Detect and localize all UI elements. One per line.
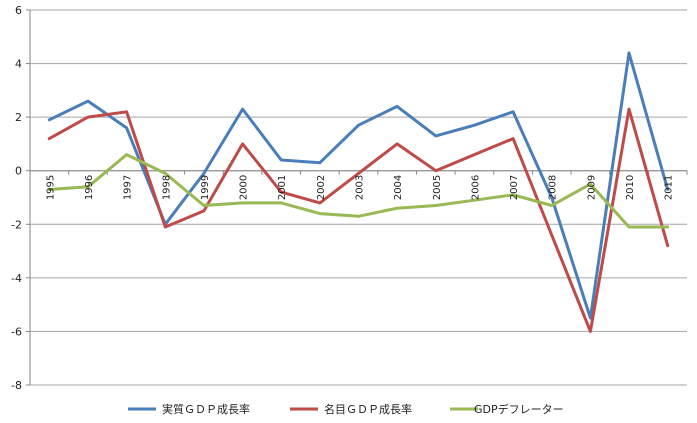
data-point [125,126,128,129]
data-point [473,153,476,156]
x-tick-label: 2008 [548,175,559,200]
x-tick-label: 2009 [586,175,597,200]
data-point [318,212,321,215]
y-tick-label: -8 [11,379,22,392]
y-tick-label: 2 [15,111,22,124]
x-tick-label: 2011 [664,175,675,200]
data-point [628,108,631,111]
data-point [512,137,515,140]
data-point [280,159,283,162]
legend-item: 名目ＧＤＰ成長率 [290,402,412,416]
axes [26,9,688,386]
x-tick-label: 2000 [239,175,250,200]
data-point [202,209,205,212]
data-point [86,100,89,103]
y-tick-label: -6 [11,325,22,338]
legend-label: 名目ＧＤＰ成長率 [324,402,412,416]
data-point [241,142,244,145]
data-point [318,161,321,164]
data-point [241,108,244,111]
data-point [434,169,437,172]
data-point [666,244,669,247]
x-tick-label: 2002 [316,175,327,200]
data-point [164,172,167,175]
data-point [318,201,321,204]
series-line-2 [47,107,670,333]
data-point [550,234,553,237]
data-point [357,215,360,218]
x-tick-label: 1997 [123,175,134,200]
data-point [86,116,89,119]
data-point [550,204,553,207]
x-tick-label: 1999 [200,175,211,200]
data-point [434,204,437,207]
data-point [202,172,205,175]
x-tick-label: 2003 [355,175,366,200]
data-point [666,225,669,228]
x-tick-label: 1996 [84,175,95,200]
x-tick-label: 1998 [161,175,172,200]
data-point [357,172,360,175]
data-point [280,201,283,204]
data-point [396,207,399,210]
legend: 実質ＧＤＰ成長率 名目ＧＤＰ成長率 GDPデフレーター [128,402,564,416]
legend-label: 実質ＧＤＰ成長率 [162,402,250,416]
data-point [396,142,399,145]
legend-item: GDPデフレーター [450,402,564,416]
legend-label: GDPデフレーター [474,402,564,416]
data-point [48,118,51,121]
x-tick-label: 2001 [277,175,288,200]
data-point [434,134,437,137]
data-point [125,153,128,156]
x-tick-label: 2005 [432,175,443,200]
y-tick-label: 6 [15,4,22,17]
data-point [125,110,128,113]
data-point [48,137,51,140]
data-point [628,51,631,54]
data-point [241,201,244,204]
x-tick-label: 2007 [509,175,520,200]
data-point [396,105,399,108]
series-line-3 [47,153,670,229]
data-point [357,124,360,127]
data-point [589,330,592,333]
data-point [202,204,205,207]
legend-item: 実質ＧＤＰ成長率 [128,402,250,416]
y-tick-labels: 6 4 2 0 -2 -4 -6 -8 [11,4,22,392]
x-tick-label: 2004 [393,175,404,200]
data-point [164,225,167,228]
y-tick-label: -2 [11,218,22,231]
data-point [628,225,631,228]
data-point [473,124,476,127]
x-tick-label: 2006 [470,175,481,200]
x-tick-label: 2010 [625,175,636,200]
series-lines [47,51,670,333]
data-point [512,110,515,113]
y-tick-label: 0 [15,165,22,178]
y-tick-label: -4 [11,272,22,285]
x-tick-label: 1995 [45,175,56,200]
y-tick-label: 4 [15,58,22,71]
x-tick-labels: 1995 1996 1997 1998 1999 2000 2001 2002 2003 2004… [45,175,674,200]
